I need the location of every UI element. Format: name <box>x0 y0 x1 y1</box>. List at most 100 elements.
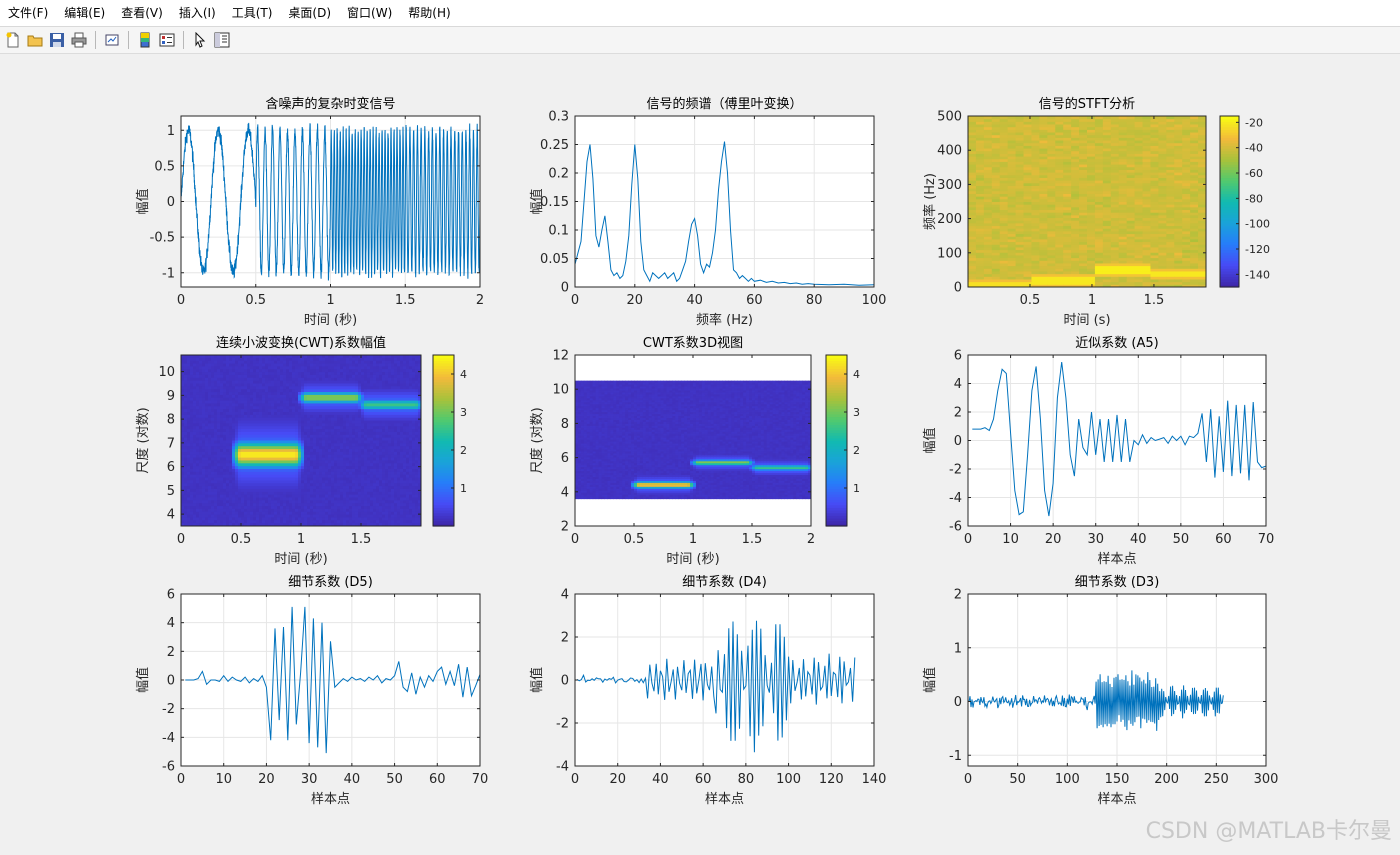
menu-desktop[interactable]: 桌面(D) <box>288 6 332 20</box>
heatmap-cell <box>1023 228 1032 232</box>
heatmap-cell <box>190 423 194 427</box>
heatmap-cell <box>1166 153 1175 157</box>
heatmap-cell <box>205 440 209 444</box>
heatmap-cell <box>975 252 985 256</box>
heatmap-cell <box>184 431 188 436</box>
save-icon[interactable] <box>47 30 67 50</box>
x-tick-label: 40 <box>652 772 669 787</box>
heatmap-cell <box>301 460 305 464</box>
heatmap-cell <box>259 500 263 504</box>
heatmap-cell <box>1031 182 1040 186</box>
heatmap-cell <box>1174 198 1183 202</box>
heatmap-cell <box>1150 172 1159 176</box>
heatmap-cell <box>968 249 977 253</box>
heatmap-cell <box>193 392 197 396</box>
heatmap-cell <box>190 517 194 521</box>
heatmap-cell <box>1007 222 1017 227</box>
heatmap-cell <box>241 414 245 419</box>
heatmap-cell <box>280 460 284 464</box>
heatmap-cell <box>1126 212 1136 216</box>
heatmap-cell <box>220 369 224 373</box>
heatmap-cell <box>1166 252 1175 256</box>
heatmap-cell <box>1055 132 1064 136</box>
y-axis-label: 幅值 <box>922 427 938 453</box>
heatmap-cell <box>1063 180 1072 184</box>
heatmap-cell <box>199 355 203 359</box>
heatmap-cell <box>184 474 188 479</box>
heatmap-cell <box>991 161 1001 165</box>
heatmap-cell <box>265 380 269 384</box>
heatmap-cell <box>208 437 212 441</box>
heatmap-cell <box>1055 137 1064 141</box>
heatmap-cell <box>292 443 296 447</box>
heatmap-cell <box>1031 281 1040 285</box>
heatmap-cell <box>304 437 308 441</box>
heatmap-cell <box>232 443 236 447</box>
menu-help[interactable]: 帮助(H) <box>408 6 451 20</box>
heatmap-cell <box>968 228 977 232</box>
heatmap-cell <box>190 434 194 439</box>
new-file-icon[interactable] <box>3 30 23 50</box>
heatmap-cell <box>1102 281 1112 285</box>
heatmap-cell <box>193 406 197 410</box>
heatmap-cell <box>298 355 302 359</box>
heatmap-cell <box>1110 188 1120 192</box>
heatmap-cell <box>211 500 215 504</box>
heatmap-cell <box>193 506 197 510</box>
menu-window[interactable]: 窗口(W) <box>347 6 393 20</box>
heatmap-cell <box>1174 180 1183 184</box>
menu-file[interactable]: 文件(F) <box>8 6 49 20</box>
heatmap-cell <box>298 397 302 402</box>
link-plot-icon[interactable] <box>102 30 122 50</box>
heatmap-cell <box>181 446 185 450</box>
heatmap-cell <box>208 403 212 407</box>
heatmap-cell <box>181 394 185 399</box>
heatmap-cell <box>250 443 254 447</box>
heatmap-cell <box>1134 278 1144 283</box>
heatmap-cell <box>983 257 993 261</box>
heatmap-cell <box>241 392 245 396</box>
menu-edit[interactable]: 编辑(E) <box>64 6 106 20</box>
heatmap-cell <box>1079 265 1088 269</box>
heatmap-cell <box>265 420 269 424</box>
heatmap-cell <box>1023 268 1032 272</box>
insert-colorbar-icon[interactable] <box>135 30 155 50</box>
heatmap-cell <box>208 488 212 493</box>
heatmap-cell <box>1118 180 1128 184</box>
menu-insert[interactable]: 插入(I) <box>178 6 216 20</box>
heatmap-cell <box>1031 254 1040 259</box>
heatmap-cell <box>1174 220 1183 224</box>
print-icon[interactable] <box>69 30 89 50</box>
heatmap-cell <box>199 431 203 436</box>
heatmap-cell <box>295 363 299 367</box>
heatmap-cell <box>259 366 263 370</box>
heatmap-cell <box>1174 233 1183 237</box>
x-tick-label: 100 <box>776 772 801 787</box>
property-inspector-icon[interactable] <box>212 30 232 50</box>
heatmap-cell <box>1023 156 1032 160</box>
heatmap-cell <box>277 412 281 416</box>
menu-view[interactable]: 查看(V) <box>121 6 163 20</box>
insert-legend-icon[interactable] <box>157 30 177 50</box>
open-folder-icon[interactable] <box>25 30 45 50</box>
heatmap-cell <box>181 463 185 467</box>
heatmap-cell <box>277 451 281 456</box>
heatmap-cell <box>975 180 985 184</box>
heatmap-cell <box>1198 220 1206 224</box>
heatmap-cell <box>223 514 227 518</box>
heatmap-cell <box>250 520 254 524</box>
heatmap-cell <box>1182 260 1191 264</box>
heatmap-cell <box>1007 118 1017 122</box>
menu-tools[interactable]: 工具(T) <box>231 6 273 20</box>
heatmap-cell <box>208 357 212 362</box>
pointer-icon[interactable] <box>190 30 210 50</box>
heatmap-cell <box>983 132 993 136</box>
heatmap-cell <box>1118 220 1128 224</box>
heatmap-cell <box>1158 236 1167 240</box>
heatmap-cell <box>1150 134 1159 138</box>
heatmap-cell <box>220 451 224 456</box>
x-tick-label: 60 <box>746 293 763 308</box>
heatmap-cell <box>1039 214 1048 219</box>
heatmap-cell <box>1071 153 1080 157</box>
heatmap-cell <box>1174 209 1183 213</box>
